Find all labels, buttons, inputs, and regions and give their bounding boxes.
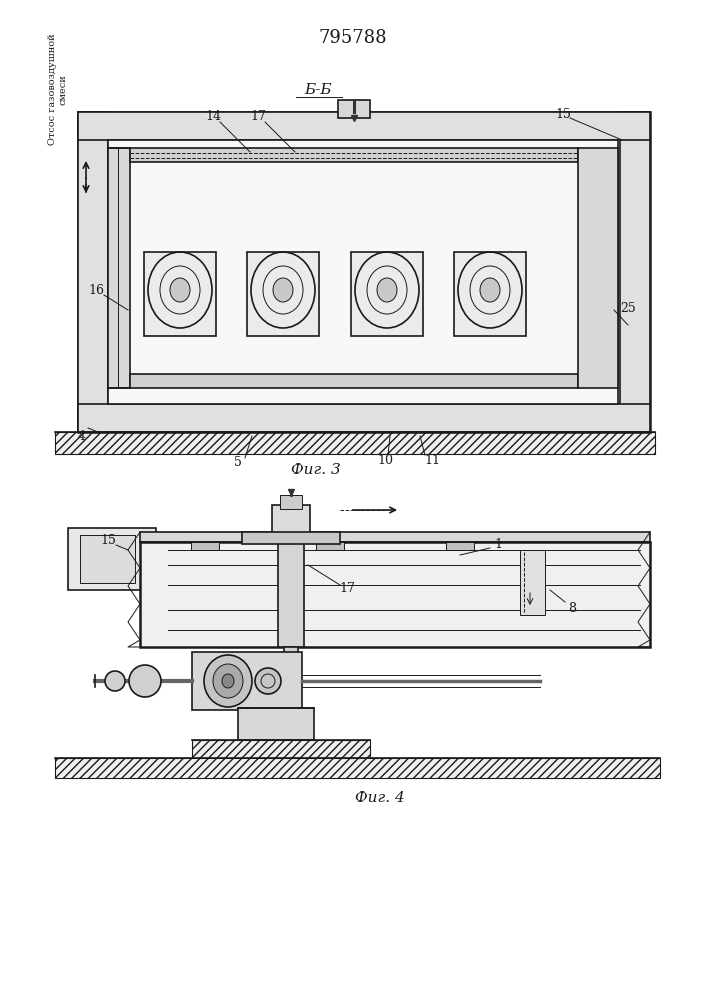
- Bar: [78, 112, 650, 140]
- Ellipse shape: [377, 278, 397, 302]
- Text: 1: 1: [494, 538, 502, 552]
- Ellipse shape: [142, 538, 168, 578]
- Bar: [338, 100, 370, 118]
- Bar: [192, 740, 370, 760]
- Bar: [144, 252, 216, 336]
- Text: 10: 10: [377, 454, 393, 468]
- Text: Б-Б: Б-Б: [304, 83, 332, 97]
- Bar: [78, 112, 650, 432]
- Bar: [140, 532, 650, 542]
- Ellipse shape: [170, 278, 190, 302]
- Text: 11: 11: [424, 454, 440, 468]
- Text: 795788: 795788: [319, 29, 387, 47]
- Bar: [192, 652, 302, 710]
- Bar: [191, 542, 219, 550]
- Bar: [248, 532, 334, 543]
- Bar: [520, 550, 545, 615]
- Text: 15: 15: [555, 107, 571, 120]
- Bar: [55, 758, 660, 778]
- Text: 17: 17: [339, 582, 355, 594]
- Bar: [130, 374, 578, 388]
- Ellipse shape: [105, 671, 125, 691]
- Bar: [55, 432, 655, 454]
- Text: 4: 4: [78, 430, 86, 442]
- Text: 15: 15: [100, 534, 116, 546]
- Bar: [80, 535, 135, 583]
- Bar: [108, 140, 618, 404]
- Bar: [247, 252, 319, 336]
- Text: 14: 14: [205, 110, 221, 123]
- Bar: [238, 708, 314, 740]
- Bar: [78, 404, 650, 432]
- Text: Фиг. 3: Фиг. 3: [291, 463, 341, 477]
- Bar: [286, 647, 296, 735]
- Text: 8: 8: [568, 601, 576, 614]
- Ellipse shape: [204, 655, 252, 707]
- Bar: [620, 112, 650, 432]
- Bar: [78, 112, 108, 432]
- Ellipse shape: [213, 664, 243, 698]
- Text: Фиг. 4: Фиг. 4: [355, 791, 405, 805]
- Bar: [578, 148, 618, 388]
- Ellipse shape: [255, 668, 281, 694]
- Bar: [278, 537, 304, 647]
- Text: Отсос газовоздушной
смеси: Отсос газовоздушной смеси: [48, 33, 68, 145]
- Bar: [351, 252, 423, 336]
- Ellipse shape: [273, 278, 293, 302]
- Text: 5: 5: [234, 456, 242, 470]
- Bar: [454, 252, 526, 336]
- Text: 16: 16: [88, 284, 104, 296]
- Bar: [446, 542, 474, 550]
- Bar: [242, 532, 340, 544]
- Bar: [68, 528, 156, 590]
- Bar: [316, 542, 344, 550]
- Bar: [130, 148, 578, 162]
- Text: 17: 17: [250, 110, 266, 123]
- Bar: [140, 542, 650, 647]
- Bar: [280, 495, 302, 509]
- Text: 25: 25: [620, 302, 636, 314]
- Ellipse shape: [222, 674, 234, 688]
- Bar: [284, 647, 298, 737]
- Ellipse shape: [480, 278, 500, 302]
- Bar: [108, 148, 130, 388]
- Bar: [272, 505, 310, 537]
- Ellipse shape: [129, 665, 161, 697]
